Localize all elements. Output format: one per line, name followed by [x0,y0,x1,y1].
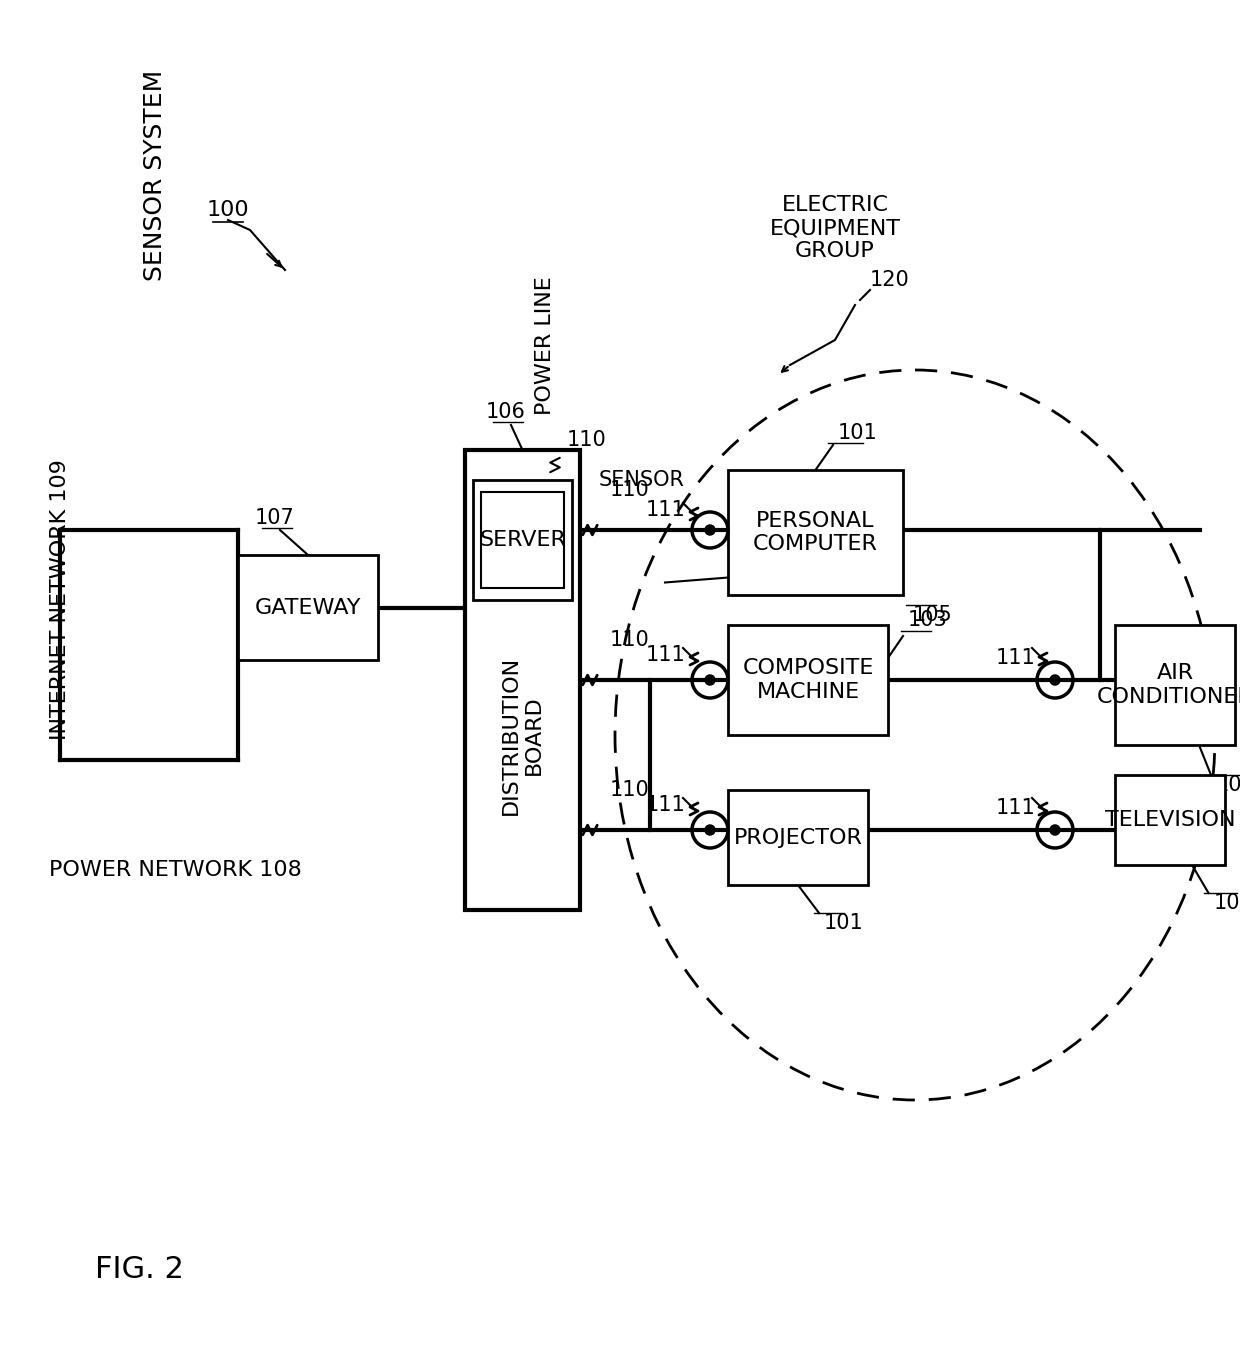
Circle shape [706,524,715,535]
Bar [728,625,888,734]
Text: TELEVISION: TELEVISION [1105,810,1235,831]
Bar [465,450,580,911]
Text: SERVER: SERVER [479,530,565,550]
Text: COMPOSITE
MACHINE: COMPOSITE MACHINE [743,659,874,702]
Text: ELECTRIC
EQUIPMENT
GROUP: ELECTRIC EQUIPMENT GROUP [770,195,900,262]
Text: POWER LINE: POWER LINE [534,276,556,415]
Text: 105: 105 [913,604,952,625]
Text: 107: 107 [255,508,295,528]
Text: 111: 111 [645,795,684,814]
Text: GATEWAY: GATEWAY [254,598,361,618]
Bar [728,470,903,595]
Text: 102: 102 [1214,893,1240,913]
Text: 111: 111 [645,645,684,665]
Text: 100: 100 [207,201,249,220]
Circle shape [1050,825,1060,835]
Text: DISTRIBUTION
BOARD: DISTRIBUTION BOARD [501,656,544,814]
Text: PROJECTOR: PROJECTOR [734,828,863,847]
Text: 110: 110 [567,430,606,450]
Bar [728,790,868,885]
Circle shape [1050,675,1060,686]
Text: 101: 101 [825,913,864,934]
Bar [1115,625,1235,745]
Text: 104: 104 [1216,775,1240,795]
Bar [238,556,378,660]
Text: INTERNET NETWORK 109: INTERNET NETWORK 109 [50,459,69,740]
Text: 111: 111 [996,798,1035,818]
Text: 120: 120 [870,270,910,290]
Text: SENSOR: SENSOR [599,470,684,491]
Text: 111: 111 [645,500,684,520]
Text: PERSONAL
COMPUTER: PERSONAL COMPUTER [753,511,878,554]
Text: 110: 110 [610,630,650,650]
Bar [481,492,564,588]
Text: FIG. 2: FIG. 2 [95,1256,184,1285]
Text: 111: 111 [996,648,1035,668]
Text: 110: 110 [610,780,650,799]
Text: AIR
CONDITIONER: AIR CONDITIONER [1096,664,1240,706]
Text: SENSOR SYSTEM: SENSOR SYSTEM [143,69,167,280]
Text: 103: 103 [908,611,947,630]
Text: POWER NETWORK 108: POWER NETWORK 108 [48,860,301,879]
Bar [1115,775,1225,864]
Bar [472,480,572,600]
Text: 110: 110 [610,480,650,500]
Text: 101: 101 [838,423,878,443]
Circle shape [706,675,715,686]
Circle shape [706,825,715,835]
Text: 106: 106 [486,402,526,421]
